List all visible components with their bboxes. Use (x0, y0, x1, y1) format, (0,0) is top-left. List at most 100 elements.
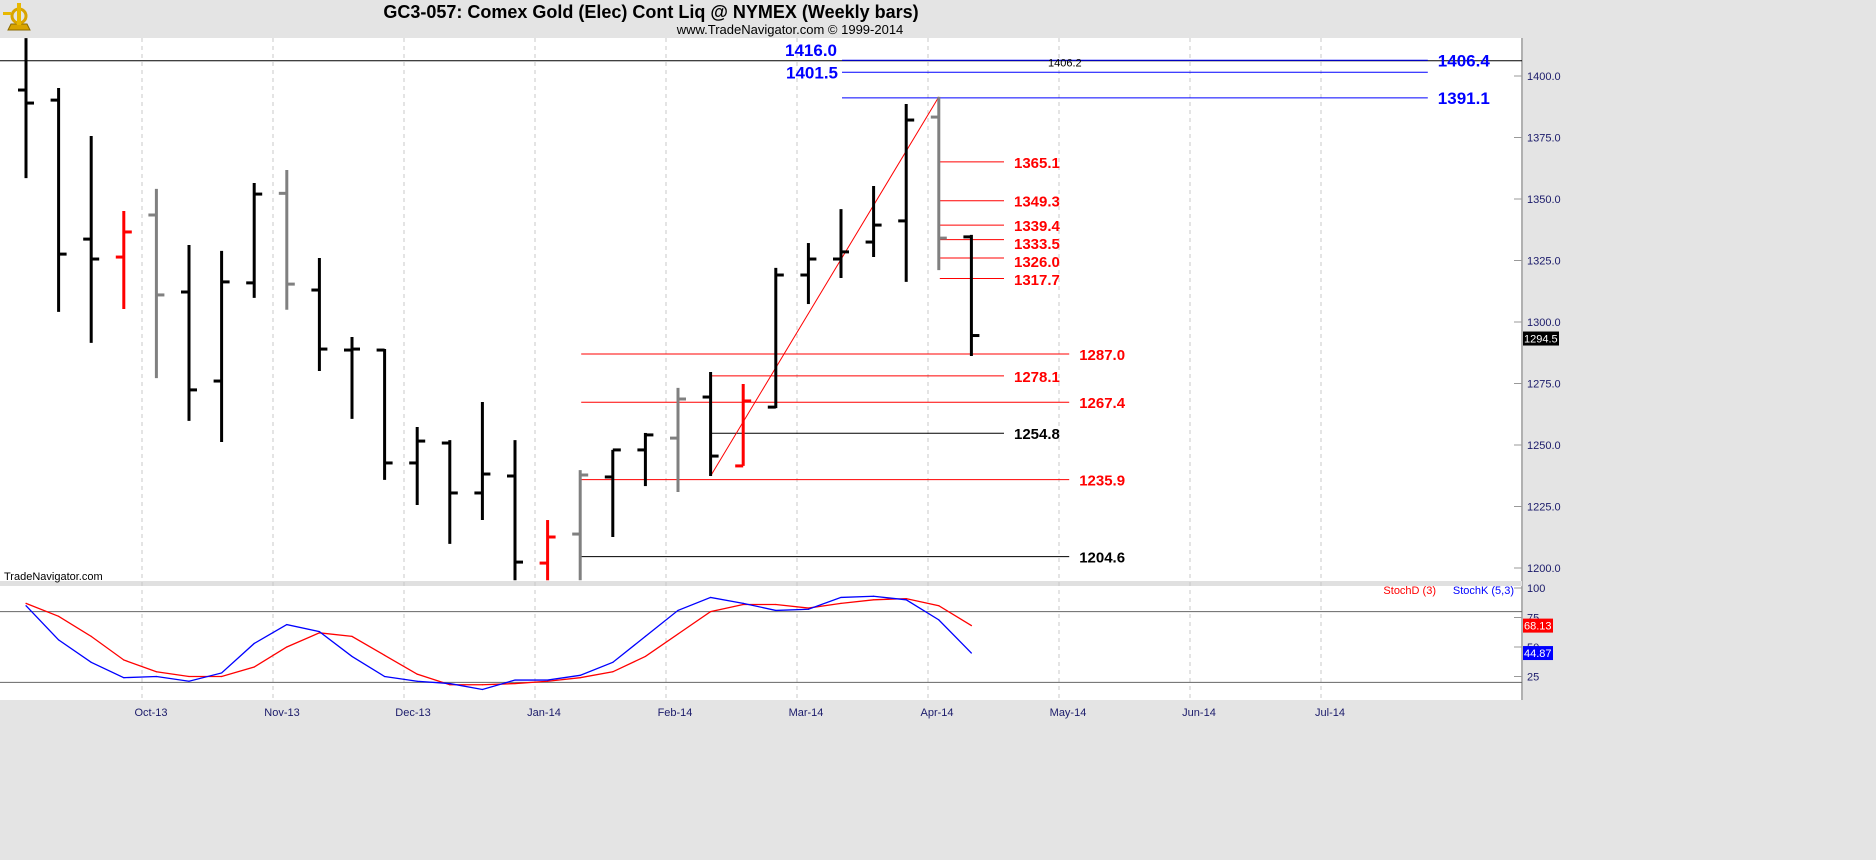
legend-stochd: StochD (3) (1383, 585, 1436, 597)
price-tick-label: 1375.0 (1527, 133, 1561, 145)
level-label: 1416.0 (785, 41, 837, 60)
stoch-value-label: 44.87 (1524, 648, 1552, 660)
ohlc-bar (409, 427, 426, 506)
level-label: 1267.4 (1079, 395, 1126, 412)
stoch-point (286, 646, 288, 648)
stoch-point (905, 598, 907, 600)
month-label: Nov-13 (264, 707, 299, 719)
stoch-point (90, 661, 92, 663)
ohlc-bar (637, 432, 654, 487)
stoch-point (677, 609, 679, 612)
stoch-point (221, 672, 223, 674)
ohlc-bar (18, 38, 34, 179)
stoch-point (775, 603, 777, 606)
ohlc-bar (539, 520, 556, 581)
stoch-value-marker (1523, 618, 1553, 633)
ohlc-bar (702, 371, 719, 476)
stoch-point (188, 680, 190, 682)
stoch-point (384, 654, 386, 656)
axes: Oct-13 Nov-13 Dec-13 Jan-14 Feb-14 Mar-14 Apr-… (134, 71, 1560, 719)
stoch-point (612, 671, 614, 673)
month-label: Jul-14 (1315, 707, 1345, 719)
stoch-point (514, 679, 516, 681)
stoch-point (123, 677, 125, 679)
stoch-point (905, 599, 907, 601)
stoch-point (710, 596, 712, 599)
price-tick-label: 1300.0 (1527, 317, 1561, 329)
stoch-point (318, 631, 320, 633)
level-label: 1317.7 (1014, 272, 1060, 289)
ohlc-bar (963, 234, 980, 356)
stoch-point (351, 655, 353, 658)
ohlc-bar (572, 470, 589, 581)
levels: 1416.0 1406.2 1406.4 1401.5 1391.1 1365.1 1349… (0, 41, 1522, 567)
bars (18, 38, 980, 581)
ohlc-bar (604, 448, 621, 538)
ohlc-bar (735, 383, 752, 468)
panel-separator (0, 581, 1522, 586)
stoch-point (840, 596, 842, 599)
stoch-point (970, 625, 973, 627)
ohlc-bar (930, 96, 947, 271)
stoch-point (416, 673, 418, 675)
stoch-point (221, 675, 223, 678)
stoch-point (644, 635, 647, 637)
month-label: Dec-13 (395, 707, 430, 719)
ohlc-bar (50, 88, 67, 312)
stoch-point (253, 642, 255, 645)
ohlc-bar (800, 243, 817, 305)
stoch-point (25, 602, 27, 604)
ohlc-bar (148, 188, 165, 379)
stoch-point (644, 655, 647, 658)
stoch-point (25, 605, 27, 607)
stoch-point (155, 671, 157, 673)
ohlc-bar (767, 267, 784, 409)
month-label: Apr-14 (920, 707, 953, 719)
stoch-series-line (25, 595, 972, 691)
level-label: 1391.1 (1438, 89, 1490, 108)
stoch-point (710, 611, 712, 613)
ohlc-bar (115, 211, 132, 309)
stoch-point (612, 661, 614, 663)
stoch-point (547, 679, 549, 681)
level-label: 1406.4 (1438, 51, 1491, 70)
ohlc-bar (181, 245, 197, 421)
price-tick-label: 1350.0 (1527, 194, 1561, 206)
stoch-point (188, 675, 190, 678)
trendline (710, 96, 940, 477)
price-tick-label: 1275.0 (1527, 379, 1561, 391)
watermark: TradeNavigator.com (4, 571, 103, 583)
level-label: 1204.6 (1079, 550, 1125, 567)
ohlc-bar (670, 387, 686, 492)
stoch-point (807, 608, 810, 610)
price-tick-label: 1400.0 (1527, 71, 1561, 83)
level-label: 1254.8 (1014, 426, 1060, 443)
ohlc-bar (507, 440, 523, 581)
stochastic-panel (0, 595, 1522, 691)
stoch-point (384, 675, 386, 678)
last-price-marker (1523, 331, 1559, 346)
stoch-point (514, 682, 516, 685)
stoch-point (938, 619, 940, 621)
ohlc-bar (311, 258, 328, 371)
stoch-point (579, 674, 581, 676)
stoch-point (873, 595, 875, 597)
last-price-label: 1294.5 (1524, 334, 1558, 346)
stoch-value-label: 68.13 (1524, 621, 1552, 633)
stoch-point (547, 680, 549, 682)
level-label: 1326.0 (1014, 254, 1060, 271)
header-bar (0, 0, 1876, 38)
chart-subtitle: www.TradeNavigator.com © 1999-2014 (676, 22, 904, 37)
logo-icon (3, 3, 31, 31)
ohlc-bar (474, 401, 491, 521)
stoch-point (253, 666, 255, 668)
ohlc-bar (213, 250, 230, 443)
stoch-point (449, 684, 451, 686)
stoch-point (286, 623, 288, 626)
stoch-point (742, 602, 744, 604)
stoch-point (481, 688, 483, 691)
ohlc-bar (833, 209, 849, 278)
stoch-tick-label: 100 (1527, 583, 1545, 595)
ohlc-bar (278, 169, 295, 310)
